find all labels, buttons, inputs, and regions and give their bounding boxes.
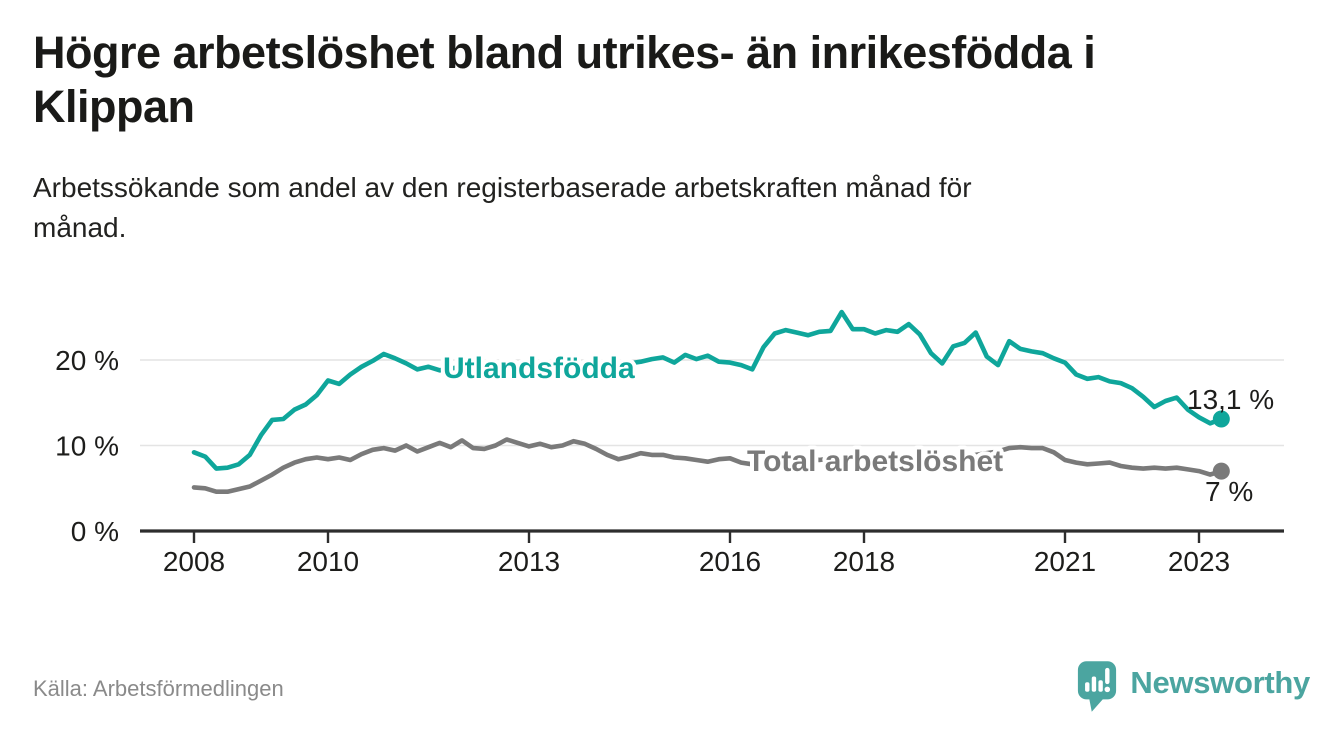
y-tick-label: 0 % <box>71 516 119 547</box>
end-value-label-utlandsfodda: 13,1 % <box>1187 384 1274 415</box>
chart-subtitle-line-1: Arbetssökande som andel av den registerb… <box>33 172 972 203</box>
chart-subtitle: Arbetssökande som andel av den registerb… <box>33 168 1323 248</box>
y-tick-label: 20 % <box>55 345 119 376</box>
series-line-total <box>191 437 1224 494</box>
x-tick-label: 2018 <box>833 546 895 577</box>
end-value-label-total: 7 % <box>1205 476 1253 507</box>
page-title-line-1: Högre arbetslöshet bland utrikes- än inr… <box>33 27 1096 78</box>
series-label-total: Total arbetslöshet <box>747 445 1003 478</box>
x-tick-label: 2010 <box>297 546 359 577</box>
series-end-dot-utlandsfodda <box>1212 410 1230 428</box>
newsworthy-logo: Newsworthy <box>1076 656 1310 716</box>
page-title: Högre arbetslöshet bland utrikes- än inr… <box>33 26 1323 134</box>
series-line-utlandsfodda <box>191 309 1224 471</box>
y-tick-label: 10 % <box>55 431 119 462</box>
x-tick-label: 2021 <box>1034 546 1096 577</box>
page-title-line-2: Klippan <box>33 81 195 132</box>
x-tick-label: 2016 <box>699 546 761 577</box>
x-tick-label: 2023 <box>1168 546 1230 577</box>
chart-subtitle-line-2: månad. <box>33 212 127 243</box>
x-tick-label: 2013 <box>498 546 560 577</box>
newsworthy-wordmark: Newsworthy <box>1130 665 1310 700</box>
x-tick-label: 2008 <box>163 546 225 577</box>
source-attribution: Källa: Arbetsförmedlingen <box>33 676 284 701</box>
speech-bubble-bar-chart-icon <box>1078 660 1117 712</box>
series-label-utlandsfodda: Utlandsfödda <box>443 352 635 385</box>
series-end-dot-total <box>1212 462 1230 480</box>
